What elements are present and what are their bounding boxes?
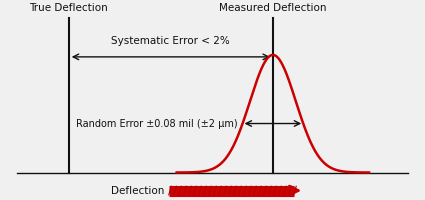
Text: Systematic Error < 2%: Systematic Error < 2% (111, 36, 230, 46)
Text: True Deflection: True Deflection (29, 3, 108, 13)
Text: Measured Deflection: Measured Deflection (219, 3, 327, 13)
Text: Deflection: Deflection (111, 186, 164, 196)
Text: Random Error ±0.08 mil (±2 μm): Random Error ±0.08 mil (±2 μm) (76, 119, 238, 129)
